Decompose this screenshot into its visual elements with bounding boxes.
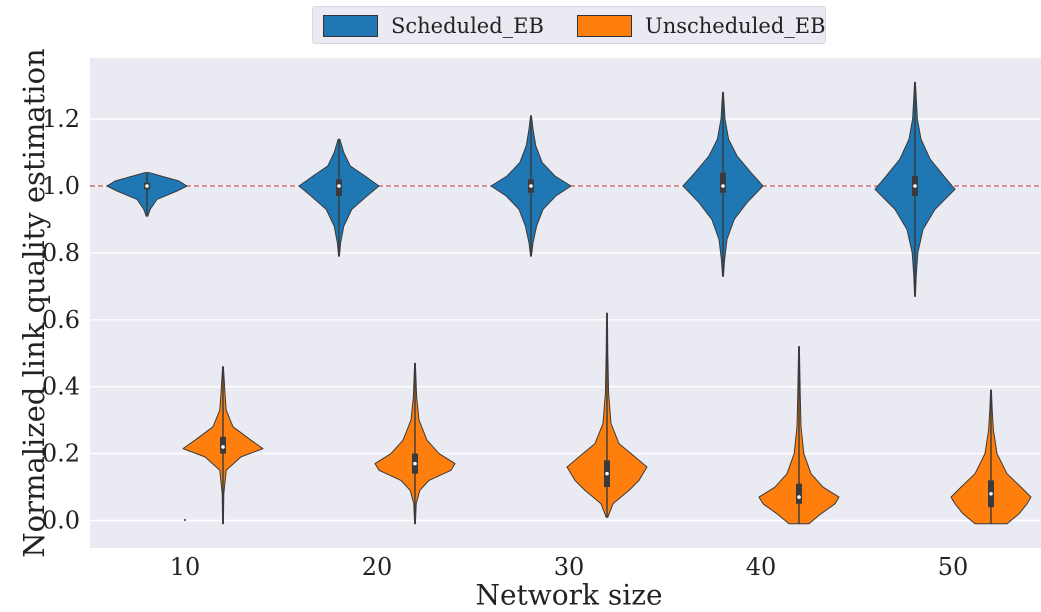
y-tick-label: 0.4	[42, 373, 80, 401]
x-tick-label: 20	[362, 553, 393, 581]
y-tick-labels: 0.0 0.2 0.4 0.6 0.8 1.0 1.2	[42, 105, 80, 534]
violin-median-dot	[721, 184, 725, 188]
y-tick-label: 0.0	[42, 507, 80, 535]
legend-item-unscheduled: Unscheduled_EB	[577, 14, 826, 38]
violin-median-dot	[413, 461, 417, 466]
y-tick-label: 1.0	[42, 172, 80, 200]
stray-point	[184, 519, 186, 521]
violin-median-dot	[989, 491, 993, 496]
legend: Scheduled_EB Unscheduled_EB	[312, 6, 826, 44]
x-tick-labels: 10 20 30 40 50	[170, 553, 969, 581]
x-tick-label: 10	[170, 553, 201, 581]
violin-median-dot	[913, 184, 917, 188]
y-axis-label: Normalized link quality estimation	[17, 48, 51, 558]
violin-iqr-box	[796, 483, 802, 504]
x-axis-label: Network size	[475, 578, 663, 612]
violins	[106, 81, 1032, 525]
legend-label-unscheduled: Unscheduled_EB	[645, 14, 826, 38]
violin-median-dot	[221, 445, 225, 449]
x-tick-label: 50	[938, 553, 969, 581]
legend-swatch-unscheduled	[577, 15, 632, 37]
violin-median-dot	[145, 184, 149, 188]
y-tick-label: 0.2	[42, 440, 80, 468]
x-tick-label: 40	[746, 553, 777, 581]
legend-item-scheduled: Scheduled_EB	[323, 14, 544, 38]
legend-label-scheduled: Scheduled_EB	[391, 14, 544, 38]
violin-iqr-box	[720, 172, 726, 193]
violin-median-dot	[797, 495, 801, 499]
legend-swatch-scheduled	[323, 15, 378, 37]
y-tick-label: 1.2	[42, 105, 80, 133]
violin-median-dot	[529, 184, 533, 188]
plot-background	[90, 58, 1041, 548]
violin-median-dot	[337, 184, 341, 188]
y-tick-label: 0.8	[42, 239, 80, 267]
x-tick-label: 30	[554, 553, 585, 581]
violin-median-dot	[605, 471, 609, 476]
y-tick-label: 0.6	[42, 306, 80, 334]
